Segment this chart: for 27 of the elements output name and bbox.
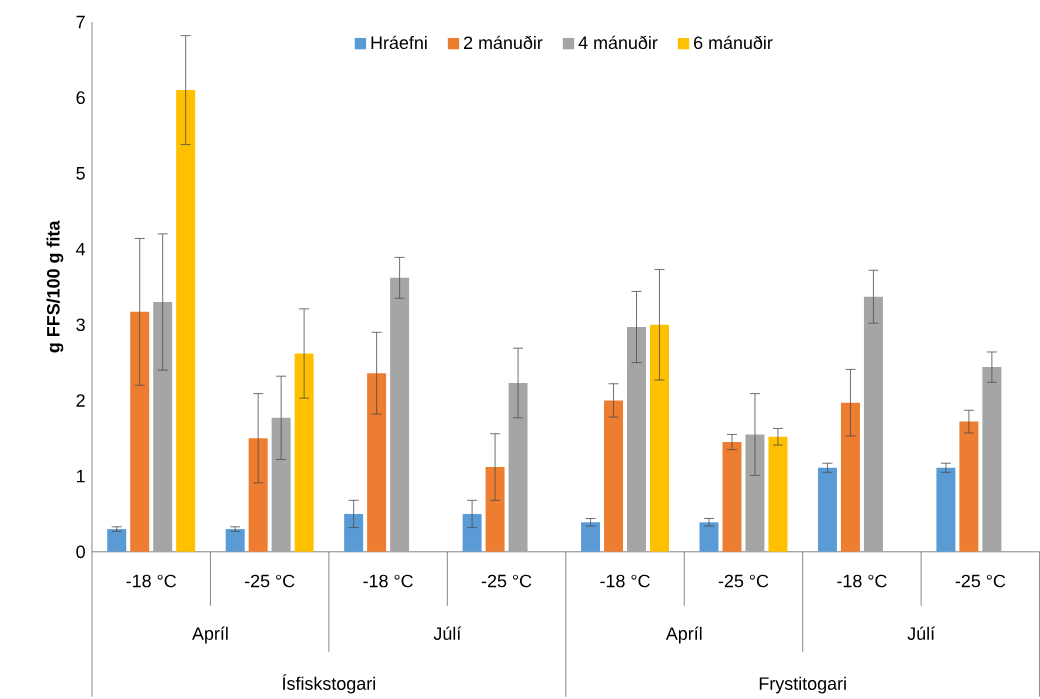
text: Júlí: [433, 626, 462, 640]
legend-label: 6 mánuðir: [694, 35, 773, 49]
text: Júlí: [907, 626, 936, 640]
text: Frystitogari: [759, 676, 846, 694]
y-tick-label: 5: [76, 166, 85, 180]
y-tick-label: 7: [76, 15, 85, 28]
x-tick-label: -25 °C: [955, 574, 1006, 588]
x-tick-label: -18 °C: [126, 574, 177, 588]
x-tick-label: -25 °C: [244, 574, 295, 588]
text: Apríl: [665, 626, 702, 644]
x-tick-label: -18 °C: [363, 574, 413, 588]
y-axis-title: g FFS/100 g fita: [46, 220, 64, 353]
x-tick-label: -18 °C: [600, 574, 650, 588]
y-tick-label: 4: [76, 242, 86, 255]
legend-label: Hráefni: [371, 35, 427, 49]
text: Ísfiskstogari: [282, 673, 375, 694]
legend-label: 4 mánuðir: [578, 35, 658, 49]
y-tick-label: 3: [76, 318, 85, 331]
y-tick-label: 0: [76, 545, 85, 558]
y-tick-label: 1: [77, 469, 85, 483]
x-tick-label: -25 °C: [481, 574, 532, 588]
x-tick-label: -18 °C: [837, 574, 887, 588]
text: Apríl: [192, 626, 228, 644]
y-tick-label: 2: [76, 393, 85, 407]
x-tick-label: -25 °C: [718, 574, 769, 588]
legend-label: 2 mánuðir: [464, 35, 543, 49]
y-tick-label: 6: [76, 91, 85, 104]
